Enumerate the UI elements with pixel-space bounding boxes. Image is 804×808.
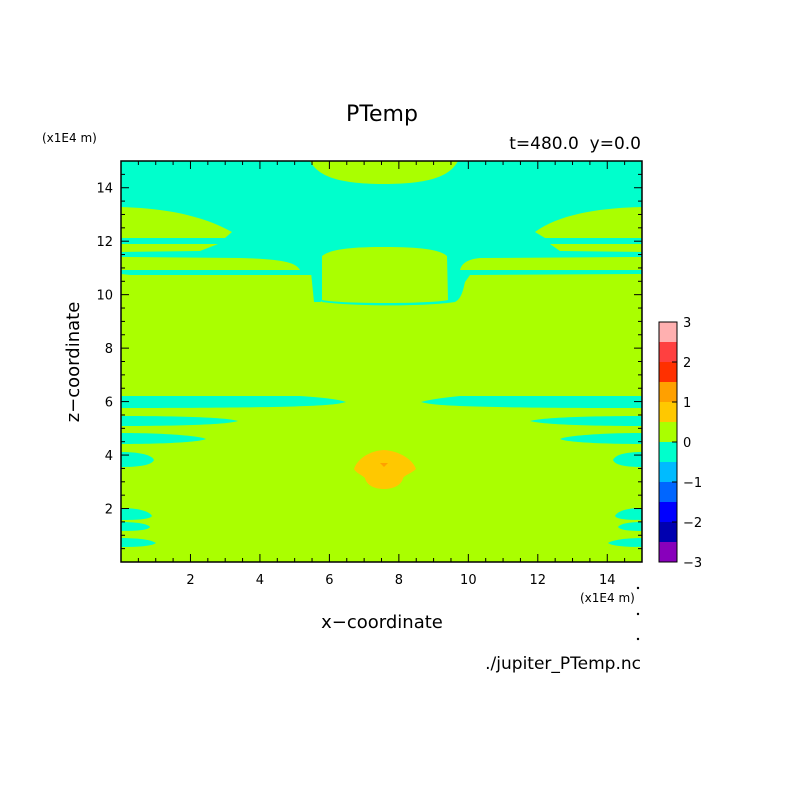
band-right-3 <box>560 433 642 444</box>
colorbar-tick-label: 0 <box>683 436 691 451</box>
y-tick-label: 8 <box>105 342 113 357</box>
band-left-2 <box>121 416 238 426</box>
colorbar-tick-label: −2 <box>683 516 702 531</box>
right-edge-blob-4 <box>608 538 642 547</box>
chart-title: PTemp <box>346 102 418 127</box>
colorbar-tick-label: −1 <box>683 476 702 491</box>
marker-dot <box>636 612 640 616</box>
y-tick-label: 6 <box>105 396 113 411</box>
mid-band-left <box>121 396 346 408</box>
x-tick-label: 8 <box>395 573 403 588</box>
y-axis-label: z−coordinate <box>63 302 84 423</box>
top-positive-cap <box>310 161 458 184</box>
colorbar-tick-label: 2 <box>683 356 691 371</box>
central-positive-box <box>322 247 448 303</box>
left-edge-blob-1 <box>121 452 154 467</box>
x-tick-label: 10 <box>460 573 477 588</box>
colorbar-tick-label: 3 <box>683 316 691 331</box>
colorbar-level <box>659 362 677 382</box>
left-pillar <box>310 262 322 302</box>
source-filename: ./jupiter_PTemp.nc <box>485 654 641 674</box>
colorbar-level <box>659 342 677 362</box>
y-tick-label: 12 <box>96 235 113 250</box>
right-edge-blob-1 <box>613 452 642 467</box>
y-tick-label: 14 <box>96 182 113 197</box>
colorbar-tick-label: 1 <box>683 396 691 411</box>
y-tick-label: 4 <box>105 449 113 464</box>
x-tick-label: 4 <box>256 573 264 588</box>
colorbar-level <box>659 462 677 482</box>
band-left-3 <box>121 433 206 444</box>
x-tick-label: 12 <box>530 573 547 588</box>
right-pillar <box>448 262 460 302</box>
colorbar: 3 2 1 0 −1 −2 −3 <box>658 316 702 571</box>
contour-field <box>121 161 642 562</box>
x-tick-label: 2 <box>186 573 194 588</box>
colorbar-level <box>659 402 677 422</box>
left-edge-blob-3 <box>121 522 150 531</box>
y-tick-label: 10 <box>96 289 113 304</box>
x-axis-unit: (x1E4 m) <box>580 591 635 605</box>
band-right-2 <box>530 416 642 426</box>
x-axis-label: x−coordinate <box>321 612 443 633</box>
y-axis-unit: (x1E4 m) <box>42 131 97 145</box>
y-tick-label: 2 <box>105 503 113 518</box>
colorbar-level <box>659 322 677 342</box>
marker-dot <box>636 586 640 590</box>
colorbar-level <box>659 522 677 542</box>
colorbar-level <box>659 442 677 462</box>
colorbar-tick-label: −3 <box>683 556 702 571</box>
left-edge-blob-2 <box>121 508 152 520</box>
mid-band-right <box>421 396 642 408</box>
chart-subtitle: t=480.0 y=0.0 <box>509 134 641 154</box>
warm-anomaly-core <box>380 463 388 467</box>
colorbar-level <box>659 382 677 402</box>
colorbar-level <box>659 422 677 442</box>
x-tick-label: 14 <box>599 573 616 588</box>
colorbar-level <box>659 542 677 562</box>
right-edge-blob-3 <box>618 522 642 531</box>
marker-dot <box>636 637 640 641</box>
upper-negative-layer <box>121 161 642 306</box>
axes-group: 2 4 6 8 10 12 14 2 4 6 8 10 12 14 <box>96 161 642 588</box>
colorbar-level <box>659 502 677 522</box>
warm-anomaly-blob <box>354 450 416 489</box>
left-edge-blob-4 <box>121 538 156 547</box>
right-edge-blob-2 <box>615 508 642 520</box>
colorbar-level <box>659 482 677 502</box>
x-tick-label: 6 <box>325 573 333 588</box>
